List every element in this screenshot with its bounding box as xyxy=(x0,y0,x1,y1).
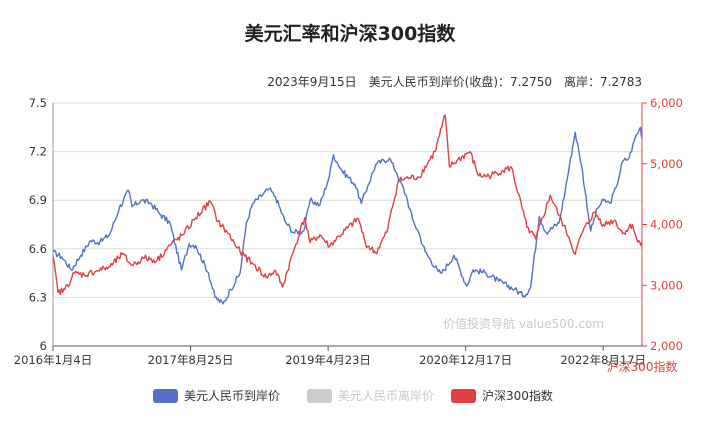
y-right-tick-label: 2,000 xyxy=(650,339,683,353)
legend-item-label[interactable]: 美元人民币离岸价 xyxy=(338,388,434,403)
series-line-2 xyxy=(52,114,643,296)
grid-lines xyxy=(53,102,642,298)
legend-swatch[interactable] xyxy=(307,389,332,403)
x-tick-label: 2019年4月23日 xyxy=(285,353,371,367)
legend-item-label[interactable]: 美元人民币到岸价 xyxy=(184,389,280,403)
y-left-tick-label: 6 xyxy=(40,339,47,353)
legend[interactable]: 美元人民币到岸价 美元人民币离岸价 沪深300指数 xyxy=(153,388,553,403)
chart-title: 美元汇率和沪深300指数 xyxy=(245,22,457,45)
y-right-tick-label: 3,000 xyxy=(650,278,683,292)
y-right-tick-label: 4,000 xyxy=(650,218,683,232)
y-right-axis-name: 沪深300指数 xyxy=(607,359,678,374)
series-lines xyxy=(52,114,643,305)
x-tick-label: 2016年1月4日 xyxy=(14,353,92,367)
y-left-tick-label: 7.2 xyxy=(29,145,47,159)
y-left-tick-label: 6.3 xyxy=(29,290,47,304)
x-tick-label: 2020年12月17日 xyxy=(419,353,512,367)
watermark: 价值投资导航 value500.com xyxy=(443,316,604,331)
x-tick-label: 2022年8月17日 xyxy=(560,353,646,367)
y-right-tick-label: 6,000 xyxy=(650,96,683,110)
y-right-tick-label: 5,000 xyxy=(650,157,683,171)
legend-item-label[interactable]: 沪深300指数 xyxy=(482,388,553,403)
axes: 6 6.3 6.6 6.9 7.2 7.5 2,000 3,000 4,000 5,000 6,00… xyxy=(14,96,683,374)
legend-swatch[interactable] xyxy=(153,389,178,403)
y-left-tick-label: 6.9 xyxy=(29,193,47,207)
y-left-tick-label: 7.5 xyxy=(29,96,47,110)
y-left-tick-label: 6.6 xyxy=(29,242,47,256)
legend-swatch[interactable] xyxy=(451,389,476,403)
x-tick-label: 2017年8月25日 xyxy=(148,353,234,367)
series-line-0 xyxy=(52,126,643,305)
chart-subtitle: 2023年9月15日 美元人民币到岸价(收盘)：7.2750 离岸：7.2783 xyxy=(267,74,642,89)
